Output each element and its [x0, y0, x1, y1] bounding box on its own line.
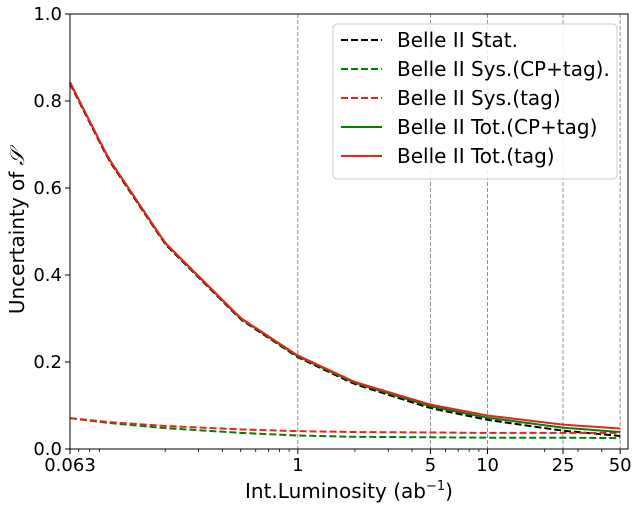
y-tick-label: 0.0	[33, 439, 62, 460]
x-tick-label: 1	[292, 455, 303, 476]
y-tick-label: 0.2	[33, 352, 62, 373]
legend-label: Belle II Tot.(tag)	[397, 144, 555, 168]
legend-label: Belle II Sys.(tag)	[397, 86, 561, 110]
legend: Belle II Stat. Belle II Sys.(CP+tag). Bell…	[332, 23, 618, 180]
y-axis-title: Uncertainty of 𝒮	[5, 144, 29, 314]
legend-box	[332, 23, 618, 180]
series-line-1	[69, 417, 621, 440]
legend-label: Belle II Tot.(CP+tag)	[397, 115, 597, 139]
x-tick-label: 50	[609, 455, 632, 476]
x-tick-label: 25	[552, 455, 575, 476]
x-tick-label: 10	[476, 455, 499, 476]
series-line-4	[69, 81, 621, 430]
legend-label: Belle II Sys.(CP+tag).	[397, 57, 610, 81]
y-tick-label: 0.4	[33, 265, 62, 286]
x-axis-title: Int.Luminosity (ab−1)	[245, 479, 453, 503]
x-tick-label: 5	[425, 455, 436, 476]
y-tick-label: 0.6	[33, 178, 62, 199]
axis-ticks: 0.063 1 5 10 25 50 0.0 0.2 0.4 0.6 0.8 1.0	[33, 4, 631, 476]
plot-frame	[69, 13, 629, 450]
y-tick-label: 1.0	[33, 4, 62, 25]
legend-label: Belle II Stat.	[397, 28, 518, 52]
y-tick-label: 0.8	[33, 91, 62, 112]
x-tick-label: 0.063	[44, 455, 96, 476]
series-group	[69, 81, 621, 440]
series-line-2	[69, 417, 621, 434]
